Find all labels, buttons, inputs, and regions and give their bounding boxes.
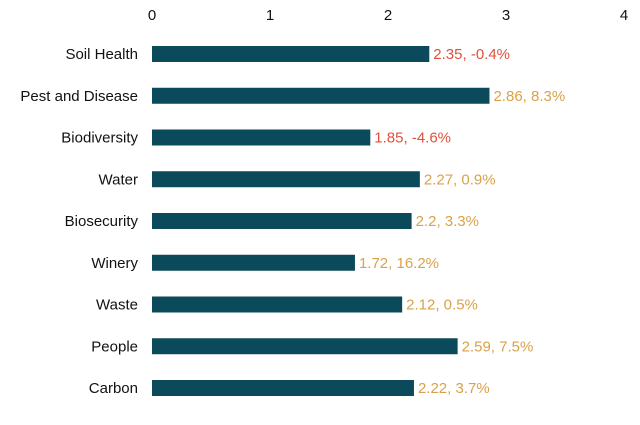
category-label: Waste <box>96 297 138 314</box>
category-label: Winery <box>91 255 138 272</box>
data-label: 1.72, 16.2% <box>359 255 439 272</box>
category-label: Biodiversity <box>61 130 138 147</box>
bar <box>152 254 355 271</box>
data-label: 2.35, -0.4% <box>433 46 510 63</box>
data-label: 2.2, 3.3% <box>416 213 479 230</box>
x-axis-ticks: 0 1 2 3 4 <box>148 7 628 24</box>
category-label: Soil Health <box>65 46 138 63</box>
data-label: 2.22, 3.7% <box>418 380 490 397</box>
category-label: Carbon <box>89 380 138 397</box>
x-axis-tick-label: 3 <box>502 7 510 24</box>
bar <box>152 171 420 188</box>
data-label: 2.59, 7.5% <box>462 338 534 355</box>
bar <box>152 87 490 104</box>
bar <box>152 213 412 229</box>
data-label: 2.27, 0.9% <box>424 171 496 188</box>
bar <box>152 296 403 313</box>
bar <box>152 46 430 62</box>
category-label: People <box>91 338 138 355</box>
category-label: Water <box>99 171 138 188</box>
data-label: 2.86, 8.3% <box>493 88 565 105</box>
data-label: 2.12, 0.5% <box>406 297 478 314</box>
data-label: 1.85, -4.6% <box>374 130 451 147</box>
bar <box>152 380 414 396</box>
x-axis-tick-label: 1 <box>266 7 274 24</box>
bar <box>152 129 371 146</box>
bars: Soil Health 2.35, -0.4% Pest and Disease 2.… <box>20 46 565 397</box>
bar <box>152 338 458 355</box>
category-label: Pest and Disease <box>20 88 138 105</box>
x-axis-tick-label: 4 <box>620 7 628 24</box>
category-label: Biosecurity <box>65 213 139 230</box>
x-axis-tick-label: 2 <box>384 7 392 24</box>
x-axis-tick-label: 0 <box>148 7 156 24</box>
